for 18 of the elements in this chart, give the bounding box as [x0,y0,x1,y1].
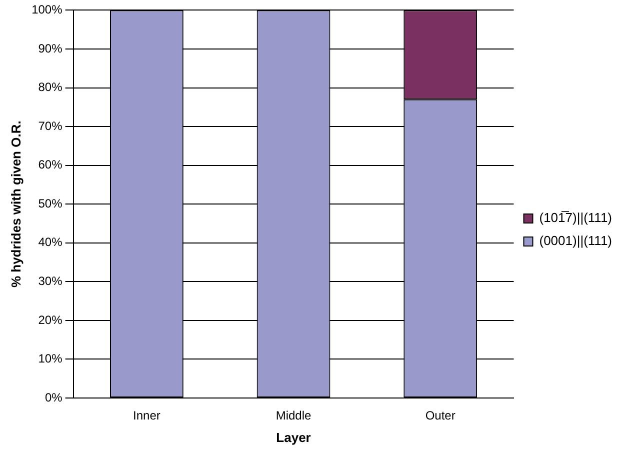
x-tick-label: Middle [276,408,312,423]
y-tick-label: 90% [38,41,63,56]
legend-label: (0001)||(111) [539,233,612,248]
y-tick-label: 20% [38,312,63,327]
y-tick-label: 100% [32,2,63,17]
y-tick-label: 10% [38,352,63,366]
y-tick-label: 40% [38,235,63,250]
y-tick-label: 0% [44,390,63,404]
legend-label: (101̅7)||(111) [539,210,612,226]
y-tick-label: 50% [38,196,63,210]
x-axis-title: Layer [276,430,311,445]
x-tick-label: Inner [133,408,160,423]
y-axis-title: % hydrides with given O.R. [8,120,24,288]
y-tick-label: 80% [38,80,63,94]
y-tick-label: 30% [38,274,63,288]
y-tick-label: 70% [38,118,63,133]
y-tick-label: 60% [38,158,63,172]
x-tick-label: Outer [425,408,456,423]
